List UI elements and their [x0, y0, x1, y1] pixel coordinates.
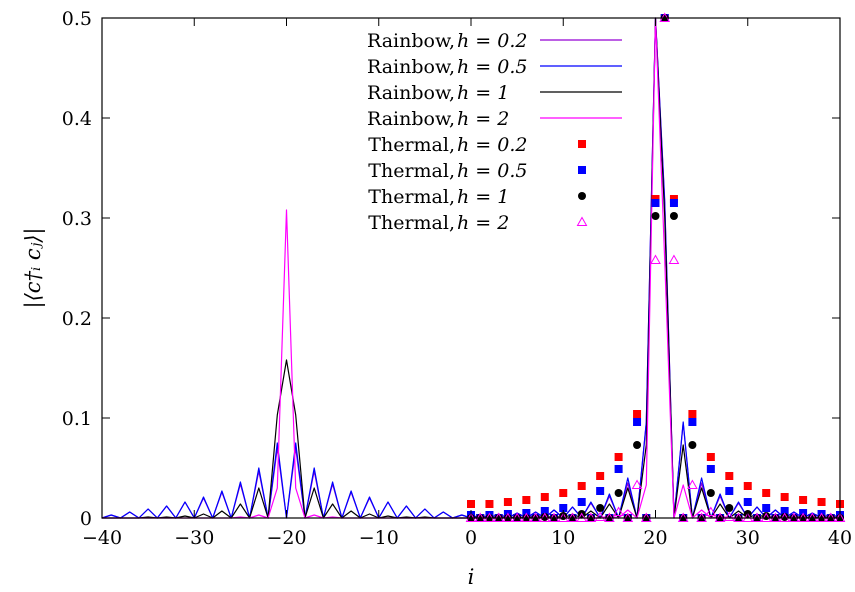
legend-value-2: h = 1: [457, 82, 509, 104]
legend-sample-7: [576, 216, 588, 226]
x-tick-label-3: −10: [359, 527, 399, 549]
legend-value-3: h = 2: [457, 108, 509, 130]
series-5: [467, 14, 844, 522]
series-point-4-34: [780, 493, 789, 501]
series-4: [467, 14, 844, 522]
series-point-5-26: [706, 465, 715, 473]
x-tick-label-1: −30: [174, 527, 214, 549]
series-point-7-16: [613, 506, 624, 516]
legend-label-3: Rainbow,: [367, 108, 455, 130]
x-tick-label-4: 0: [465, 527, 477, 549]
ticks-layer: −40 −30 −20 −10 0 10 20 30 40 0 0.1 0.2 0.3 0.4 0.5: [62, 8, 852, 549]
x-axis-title: i: [468, 565, 475, 589]
series-point-4-26: [706, 453, 715, 461]
series-point-4-10: [559, 489, 568, 497]
y-tick-label-2: 0.2: [62, 308, 92, 330]
series-point-4-0: [467, 500, 475, 508]
legend-label-6: Thermal,: [368, 186, 455, 208]
series-point-4-18: [633, 410, 642, 418]
series-point-6-34: [780, 513, 789, 521]
series-point-6-22: [669, 212, 678, 220]
series-point-4-32: [762, 489, 771, 497]
series-point-4-24: [688, 410, 697, 418]
y-tick-label-0: 0: [80, 508, 92, 530]
series-point-7-26: [705, 506, 717, 516]
legend-label-4: Thermal,: [368, 134, 455, 156]
series-point-7-24: [687, 479, 698, 489]
series-point-4-4: [503, 498, 512, 506]
series-point-4-16: [614, 453, 623, 461]
legend-sample-4: [578, 140, 586, 148]
legend-value-6: h = 1: [457, 186, 509, 208]
y-tick-label-3: 0.3: [62, 208, 92, 230]
series-point-6-28: [725, 504, 734, 512]
series-point-4-12: [577, 482, 586, 490]
series-point-4-30: [743, 482, 752, 490]
series-point-6-14: [596, 504, 605, 512]
series-point-4-8: [540, 493, 549, 501]
series-point-4-36: [799, 496, 808, 504]
series-point-5-22: [669, 199, 678, 207]
series-point-4-2: [485, 500, 494, 508]
legend-value-7: h = 2: [457, 212, 509, 234]
legend-sample-5: [578, 166, 586, 174]
x-tick-label-6: 20: [643, 527, 667, 549]
legend-label-7: Thermal,: [368, 212, 455, 234]
legend-label-5: Thermal,: [368, 160, 455, 182]
series-point-5-30: [743, 498, 752, 506]
legend-value-4: h = 0.2: [457, 134, 527, 156]
legend-value-5: h = 0.5: [457, 160, 527, 182]
x-tick-label-0: −40: [82, 527, 122, 549]
series-point-5-16: [614, 465, 623, 473]
x-tick-label-2: −20: [266, 527, 306, 549]
legend-value-1: h = 0.5: [457, 56, 527, 78]
legend-label-1: Rainbow,: [367, 56, 455, 78]
series-point-6-16: [614, 489, 623, 497]
series-point-4-6: [522, 496, 531, 504]
series-point-5-14: [596, 487, 605, 495]
y-axis-title: |⟨c†ᵢ cⱼ⟩|: [21, 227, 46, 308]
y-tick-label-1: 0.1: [62, 408, 92, 430]
series-point-7-28: [723, 511, 735, 521]
series-point-5-10: [559, 504, 568, 512]
series-point-4-14: [596, 472, 605, 480]
y-tick-label-5: 0.5: [62, 8, 92, 30]
series-point-5-12: [577, 498, 586, 506]
y-tick-label-4: 0.4: [62, 108, 92, 130]
series-point-4-28: [725, 472, 734, 480]
series-point-4-38: [817, 498, 826, 506]
series-point-5-28: [725, 487, 734, 495]
series-point-6-18: [633, 441, 642, 449]
series-point-5-20: [651, 199, 660, 207]
legend-value-0: h = 0.2: [457, 30, 527, 52]
legend-label-2: Rainbow,: [367, 82, 455, 104]
series-point-7-20: [650, 254, 661, 264]
series-point-5-34: [780, 507, 789, 515]
series-point-6-20: [651, 212, 660, 220]
x-tick-label-5: 10: [551, 527, 575, 549]
series-point-5-8: [540, 507, 549, 515]
legend-label-0: Rainbow,: [367, 30, 455, 52]
series-6: [467, 14, 844, 522]
series-point-7-14: [594, 511, 606, 521]
series-point-6-8: [540, 513, 549, 521]
x-tick-label-8: 40: [828, 527, 852, 549]
x-tick-label-7: 30: [736, 527, 760, 549]
series-point-5-24: [688, 418, 697, 426]
series-point-5-32: [762, 504, 771, 512]
legend-sample-6: [578, 192, 586, 200]
series-point-6-24: [688, 441, 697, 449]
series-7: [465, 12, 846, 522]
series-point-5-18: [633, 418, 642, 426]
series-point-6-26: [706, 489, 715, 497]
series-point-7-18: [631, 479, 643, 489]
series-point-7-22: [668, 254, 680, 264]
